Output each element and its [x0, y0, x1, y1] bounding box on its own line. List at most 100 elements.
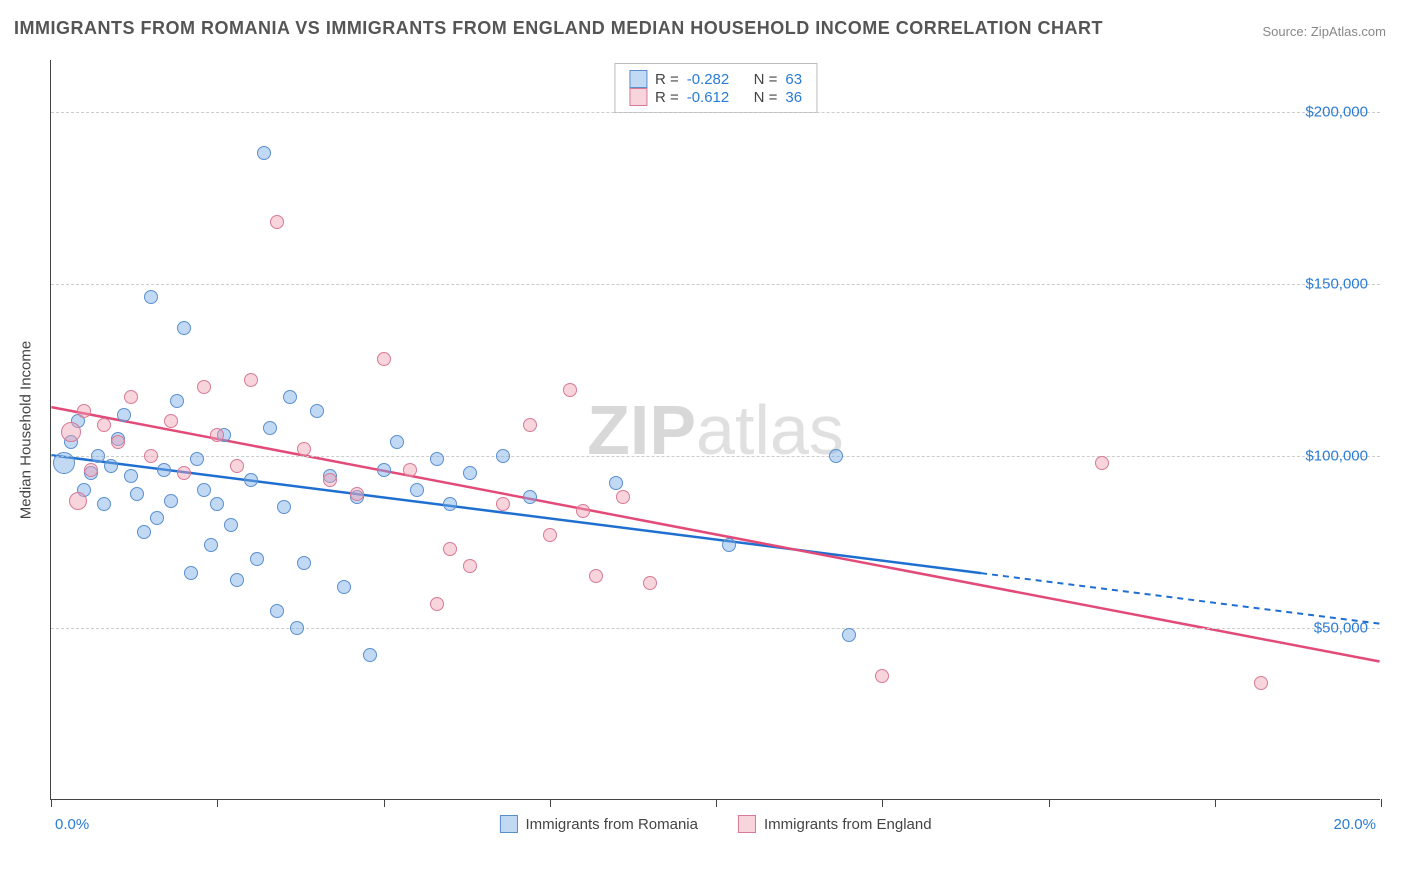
x-tick [1215, 799, 1216, 807]
scatter-point [283, 390, 297, 404]
source-prefix: Source: [1262, 24, 1310, 39]
legend-item-england: Immigrants from England [738, 815, 932, 833]
scatter-point [443, 497, 457, 511]
scatter-point [390, 435, 404, 449]
scatter-point [463, 559, 477, 573]
scatter-point [297, 442, 311, 456]
y-tick-label: $200,000 [1305, 103, 1368, 120]
n-label: N = [754, 89, 778, 106]
scatter-point [430, 597, 444, 611]
scatter-point [323, 473, 337, 487]
scatter-point [576, 504, 590, 518]
scatter-point [97, 497, 111, 511]
scatter-point [61, 422, 81, 442]
scatter-point [137, 525, 151, 539]
r-label: R = [655, 71, 679, 88]
swatch-romania [629, 70, 647, 88]
scatter-point [257, 146, 271, 160]
scatter-point [170, 394, 184, 408]
scatter-point [363, 648, 377, 662]
scatter-point [443, 542, 457, 556]
scatter-point [263, 421, 277, 435]
scatter-point [523, 418, 537, 432]
x-tick [1049, 799, 1050, 807]
chart-container: IMMIGRANTS FROM ROMANIA VS IMMIGRANTS FR… [0, 0, 1406, 892]
watermark: ZIPatlas [587, 390, 844, 470]
scatter-point [150, 511, 164, 525]
source-label: Source: ZipAtlas.com [1262, 24, 1386, 39]
legend-item-romania: Immigrants from Romania [499, 815, 698, 833]
source-name: ZipAtlas.com [1311, 24, 1386, 39]
x-tick [217, 799, 218, 807]
x-tick [384, 799, 385, 807]
scatter-point [197, 483, 211, 497]
scatter-point [350, 487, 364, 501]
r-value-romania: -0.282 [687, 71, 730, 88]
scatter-point [157, 463, 171, 477]
scatter-point [130, 487, 144, 501]
scatter-point [430, 452, 444, 466]
x-tick [1381, 799, 1382, 807]
scatter-point [377, 352, 391, 366]
scatter-point [144, 449, 158, 463]
scatter-point [77, 404, 91, 418]
scatter-point [310, 404, 324, 418]
scatter-point [69, 492, 87, 510]
scatter-point [244, 373, 258, 387]
scatter-point [543, 528, 557, 542]
scatter-point [1254, 676, 1268, 690]
legend-label-england: Immigrants from England [764, 816, 932, 833]
scatter-point [210, 497, 224, 511]
n-value-romania: 63 [785, 71, 802, 88]
n-value-england: 36 [785, 89, 802, 106]
scatter-point [84, 463, 98, 477]
scatter-point [190, 452, 204, 466]
scatter-point [244, 473, 258, 487]
scatter-point [722, 538, 736, 552]
scatter-point [563, 383, 577, 397]
swatch-england [629, 88, 647, 106]
gridline-h [51, 284, 1380, 285]
scatter-point [842, 628, 856, 642]
scatter-point [297, 556, 311, 570]
trend-lines-svg [51, 60, 1380, 799]
scatter-point [111, 435, 125, 449]
x-axis-max-label: 20.0% [1333, 816, 1376, 833]
y-axis-label: Median Household Income [18, 341, 35, 519]
chart-title: IMMIGRANTS FROM ROMANIA VS IMMIGRANTS FR… [14, 18, 1103, 39]
scatter-point [643, 576, 657, 590]
scatter-point [204, 538, 218, 552]
n-label: N = [754, 71, 778, 88]
stats-legend-box: R = -0.282 N = 63 R = -0.612 N = 36 [614, 63, 817, 113]
scatter-point [177, 321, 191, 335]
scatter-point [523, 490, 537, 504]
scatter-point [277, 500, 291, 514]
scatter-point [337, 580, 351, 594]
swatch-england [738, 815, 756, 833]
gridline-h [51, 456, 1380, 457]
scatter-point [1095, 456, 1109, 470]
scatter-point [104, 459, 118, 473]
scatter-point [91, 449, 105, 463]
stats-row-england: R = -0.612 N = 36 [629, 88, 802, 106]
r-label: R = [655, 89, 679, 106]
scatter-point [164, 494, 178, 508]
scatter-point [124, 390, 138, 404]
y-tick-label: $100,000 [1305, 447, 1368, 464]
scatter-point [270, 604, 284, 618]
legend-label-romania: Immigrants from Romania [525, 816, 698, 833]
scatter-point [290, 621, 304, 635]
scatter-point [496, 449, 510, 463]
scatter-point [230, 459, 244, 473]
scatter-point [97, 418, 111, 432]
x-axis-min-label: 0.0% [55, 816, 89, 833]
scatter-point [496, 497, 510, 511]
scatter-point [210, 428, 224, 442]
scatter-point [53, 452, 75, 474]
scatter-point [184, 566, 198, 580]
y-tick-label: $50,000 [1314, 619, 1368, 636]
scatter-point [609, 476, 623, 490]
series-legend: Immigrants from Romania Immigrants from … [499, 815, 931, 833]
scatter-point [616, 490, 630, 504]
scatter-point [589, 569, 603, 583]
